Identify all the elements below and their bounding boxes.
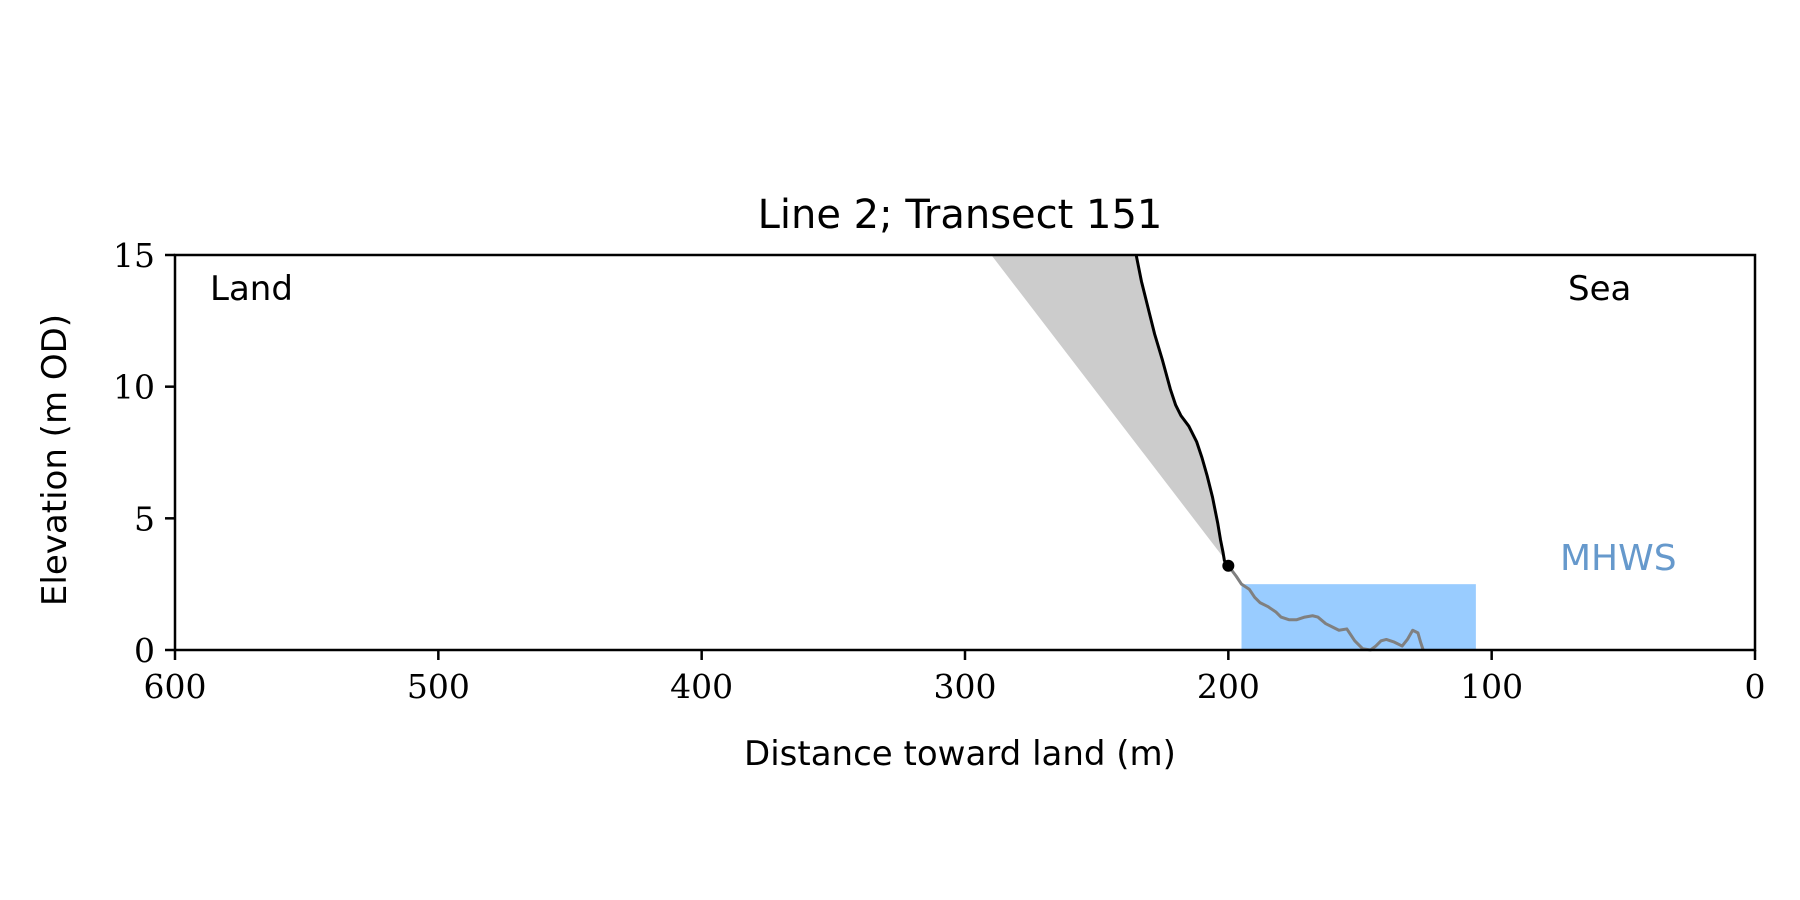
- x-tick-label: 0: [1745, 667, 1766, 706]
- sea-annotation: Sea: [1568, 269, 1631, 309]
- y-tick-label: 10: [113, 368, 155, 407]
- chart-marks: 600 500 400 300 200 100 0 0 5 10 15: [113, 236, 1766, 706]
- cliff-wedge-area: [991, 255, 1226, 561]
- plot-frame: [173, 253, 1757, 652]
- x-tick-label: 600: [144, 667, 207, 706]
- mhws-band: [1241, 584, 1476, 650]
- mhws-annotation: MHWS: [1560, 538, 1677, 579]
- y-tick-label: 5: [134, 499, 155, 538]
- x-tick-label: 300: [934, 667, 997, 706]
- cliff-profile-line: [1134, 254, 1230, 567]
- x-tick-label: 100: [1460, 667, 1523, 706]
- x-tick-label: 400: [670, 667, 733, 706]
- shore-profile-line: [1227, 564, 1425, 652]
- cliff-toe-point: [1222, 559, 1235, 572]
- y-tick-label: 0: [134, 631, 155, 670]
- x-axis-label: Distance toward land (m): [744, 734, 1176, 774]
- land-annotation: Land: [210, 269, 293, 309]
- y-axis-label: Elevation (m OD): [35, 314, 75, 606]
- y-tick-label: 15: [113, 236, 155, 275]
- x-tick-label: 200: [1197, 667, 1260, 706]
- x-tick-label: 500: [407, 667, 470, 706]
- chart-title: Line 2; Transect 151: [758, 192, 1163, 238]
